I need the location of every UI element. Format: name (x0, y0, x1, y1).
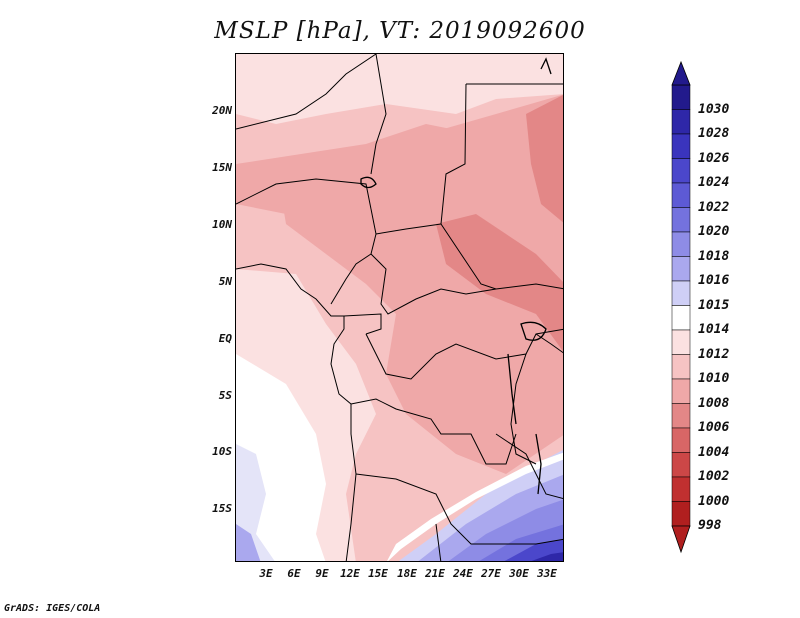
colorbar-segment (671, 378, 691, 404)
field-1008-sahel (236, 124, 486, 224)
colorbar-segment (671, 427, 691, 453)
colorbar-top-arrow (671, 60, 691, 86)
colorbar-segment (671, 329, 691, 355)
lat-label: 10N (212, 218, 232, 231)
credit-text: GrADS: IGES/COLA (4, 603, 101, 614)
coastline-west (236, 263, 357, 561)
border-gabon (343, 313, 382, 335)
lat-label: 5N (218, 275, 232, 288)
lat-label: 15N (212, 161, 232, 174)
colorbar-segment (671, 133, 691, 159)
lon-label: 6E (287, 567, 301, 580)
lat-label: 20N (212, 104, 232, 117)
border-zambia (495, 433, 563, 499)
field-1014-ridge (387, 452, 563, 561)
colorbar-segment (671, 476, 691, 502)
map-title: MSLP [hPa], VT: 2019092600 (214, 18, 586, 44)
lat-label: 5S (218, 389, 232, 402)
lon-label: 27E (481, 567, 501, 580)
border-niger-chad (370, 54, 387, 175)
lon-label: 30E (509, 567, 529, 580)
lakes (360, 57, 552, 495)
border-ssudan (495, 283, 563, 290)
lake-tanganyika (507, 353, 517, 425)
lon-label: 12E (340, 567, 360, 580)
colorbar-label: 1030 (698, 101, 730, 117)
lon-label: 18E (397, 567, 417, 580)
colorbar-label: 998 (698, 518, 722, 533)
colorbar-label: 1022 (698, 199, 730, 215)
colorbar-label: 1015 (698, 297, 730, 313)
border-tanzania (510, 353, 537, 465)
colorbar-segment (671, 354, 691, 380)
mslp-map (235, 53, 564, 562)
colorbar-segment (671, 280, 691, 306)
border-drc-north (365, 328, 563, 380)
lat-label: EQ (218, 332, 232, 345)
colorbar-label: 1026 (698, 150, 730, 166)
colorbar-label: 1028 (698, 126, 730, 141)
colorbar-segment (671, 403, 691, 429)
border-algeria (236, 54, 377, 130)
field-1016-sw (236, 524, 261, 561)
colorbar-label: 1016 (698, 273, 730, 288)
border-botswana (435, 523, 442, 561)
colorbar-label: 1002 (698, 469, 730, 484)
colorbar-bottom-arrow (671, 525, 691, 554)
colorbar-segment (671, 158, 691, 184)
lake-chad (360, 176, 377, 189)
colorbar-segment (671, 109, 691, 135)
colorbar-segment (671, 452, 691, 478)
border-niger-nigeria (236, 178, 372, 210)
colorbar-label: 1020 (698, 224, 730, 239)
lon-label: 24E (453, 567, 473, 580)
colorbar-label: 1008 (698, 395, 730, 411)
lat-label: 15S (212, 502, 232, 515)
colorbar-label: 1010 (698, 371, 730, 386)
border-cameroon-chad (375, 223, 442, 235)
lake-victoria (520, 321, 547, 341)
borders (236, 54, 563, 561)
lon-label: 3E (259, 567, 273, 580)
colorbar-segment (671, 207, 691, 233)
field-1012-north (236, 54, 563, 124)
border-drc-south (350, 398, 517, 465)
field-1006-central (436, 214, 563, 352)
colorbar-label: 1014 (698, 322, 730, 337)
mslp-field (236, 54, 563, 561)
colorbar-label: 1006 (698, 420, 730, 435)
field-1026-se (531, 552, 563, 561)
colorbar-label: 1012 (698, 346, 730, 362)
border-angola-namibia (355, 473, 563, 545)
lon-label: 21E (425, 567, 445, 580)
lake-malawi (535, 433, 542, 495)
lon-label: 9E (315, 567, 329, 580)
red-sea-coast (540, 57, 552, 75)
colorbar-segment (671, 256, 691, 282)
colorbar-segment (671, 231, 691, 257)
colorbar-label: 1024 (698, 175, 730, 190)
lon-label: 33E (537, 567, 557, 580)
colorbar-label: 1018 (698, 248, 730, 264)
field-1006-east (526, 95, 563, 223)
colorbar-segments (671, 84, 691, 527)
colorbar-segment (671, 501, 691, 527)
colorbar-segment (671, 182, 691, 208)
colorbar-segment (671, 305, 691, 331)
lat-label: 10S (212, 445, 232, 458)
border-nigeria-cameroon (330, 208, 377, 305)
colorbar-label: 1000 (698, 493, 730, 509)
colorbar-segment (671, 84, 691, 110)
border-car (370, 253, 497, 315)
lon-label: 15E (368, 567, 388, 580)
colorbar-label: 1004 (698, 444, 730, 460)
colorbar (671, 60, 691, 554)
